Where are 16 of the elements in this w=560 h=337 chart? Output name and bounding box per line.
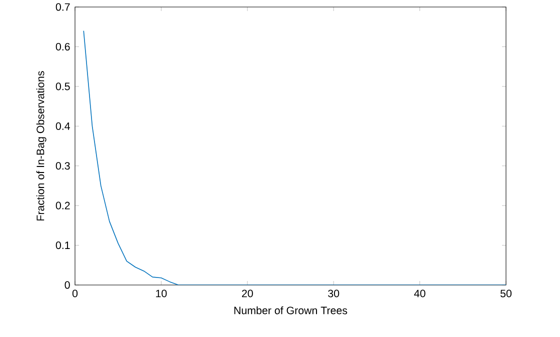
y-tick-label: 0.6 — [56, 42, 70, 50]
y-tick-label: 0.1 — [56, 242, 70, 250]
x-axis-title: Number of Grown Trees — [234, 306, 348, 314]
y-tick-label: 0.7 — [56, 3, 70, 11]
y-tick-label: 0 — [64, 281, 70, 289]
x-tick-label: 40 — [414, 290, 426, 298]
y-tick-label: 0.5 — [56, 82, 70, 90]
x-tick-label: 20 — [242, 290, 253, 298]
x-tick-label: 0 — [72, 290, 78, 298]
y-tick-label: 0.3 — [56, 162, 70, 170]
x-tick-label: 10 — [156, 290, 167, 298]
y-axis-title: Fraction of In-Bag Observations — [36, 71, 46, 220]
x-tick-label: 30 — [328, 290, 340, 298]
x-tick-label: 50 — [500, 290, 512, 298]
y-tick-label: 0.2 — [56, 202, 70, 210]
y-tick-label: 0.4 — [56, 122, 70, 130]
